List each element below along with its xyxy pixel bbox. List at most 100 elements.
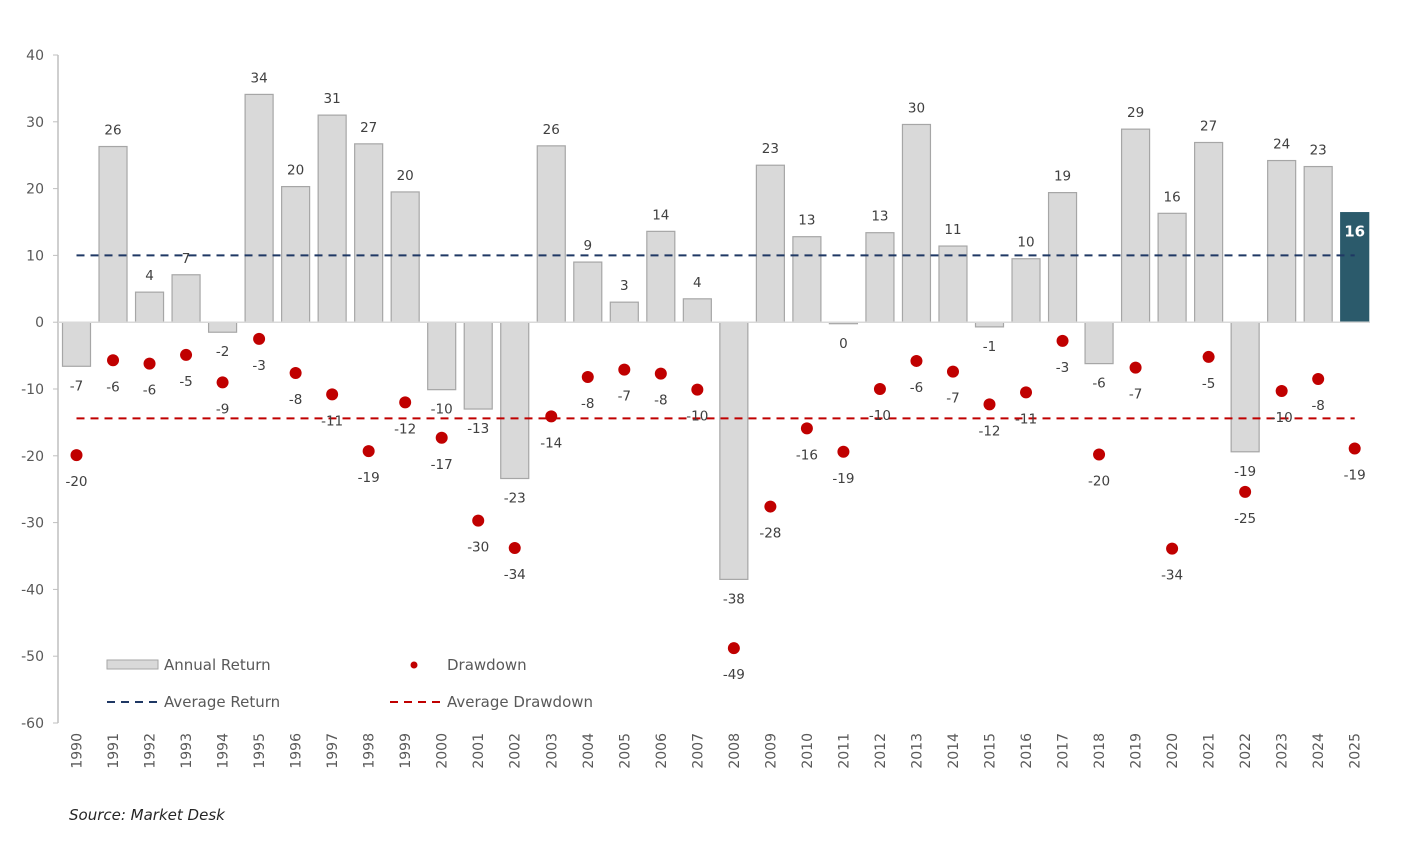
legend-label-annual-return: Annual Return <box>164 656 271 674</box>
drawdown-point-1995 <box>253 332 266 345</box>
bar-value-label-1990: -7 <box>70 378 83 394</box>
drawdown-point-1997 <box>326 388 339 401</box>
bar-value-label-1997: 31 <box>324 91 341 107</box>
bar-1997 <box>317 114 347 323</box>
drawdown-point-2007 <box>691 383 704 396</box>
drawdown-point-2003 <box>545 410 558 423</box>
x-tick-label: 1991 <box>106 733 122 769</box>
bar-2016 <box>1011 258 1041 323</box>
bar-value-label-2024: 23 <box>1310 143 1327 159</box>
drawdown-value-label-2010: -16 <box>796 447 818 463</box>
y-tick-label: 0 <box>35 315 44 331</box>
y-tick-label: -20 <box>21 449 44 465</box>
x-tick-label: 2001 <box>471 733 487 769</box>
bar-2013 <box>901 123 932 323</box>
bar-value-label-2013: 30 <box>908 100 925 116</box>
drawdown-value-label-2011: -19 <box>832 471 854 487</box>
x-tick-label: 2000 <box>435 733 451 769</box>
drawdown-value-label-2017: -3 <box>1056 360 1069 376</box>
bar-1998 <box>354 143 384 323</box>
drawdown-point-2005 <box>618 363 631 376</box>
bar-value-label-1996: 20 <box>287 163 304 179</box>
x-tick-label: 1996 <box>289 733 305 769</box>
drawdown-value-label-2019: -7 <box>1129 387 1142 403</box>
drawdown-point-2013 <box>910 354 923 367</box>
points-drawdown <box>70 332 1361 655</box>
bar-2007 <box>682 298 712 323</box>
x-tick-label: 2020 <box>1165 733 1181 769</box>
bar-value-label-1999: 20 <box>397 168 414 184</box>
drawdown-value-label-1995: -3 <box>252 358 265 374</box>
bar-1999 <box>390 191 420 323</box>
bar-2019 <box>1120 128 1151 323</box>
drawdown-point-2012 <box>873 383 886 395</box>
drawdown-point-2004 <box>581 370 594 383</box>
bar-value-label-2001: -13 <box>467 421 489 437</box>
y-tick-label: 10 <box>26 248 44 264</box>
drawdown-value-label-2020: -34 <box>1161 568 1183 584</box>
x-tick-label: 2024 <box>1311 733 1327 769</box>
drawdown-value-label-2025: -19 <box>1344 467 1366 483</box>
bar-value-label-2020: 16 <box>1164 189 1181 205</box>
bar-2012 <box>865 232 895 323</box>
drawdown-point-2021 <box>1202 350 1215 363</box>
drawdown-point-2000 <box>435 431 448 444</box>
x-tick-label: 1994 <box>216 733 232 769</box>
drawdown-point-2011 <box>837 445 850 458</box>
drawdown-point-1996 <box>289 366 302 379</box>
x-tick-label: 2010 <box>800 733 816 769</box>
bar-value-label-2005: 3 <box>620 278 629 294</box>
y-tick-label: -60 <box>21 716 44 732</box>
bar-2002 <box>500 321 530 480</box>
bar-2017 <box>1047 192 1078 323</box>
bar-1992 <box>134 291 165 323</box>
legend-label-drawdown: Drawdown <box>447 656 527 674</box>
drawdown-value-label-2023: -10 <box>1271 410 1293 426</box>
drawdown-point-2001 <box>472 514 485 527</box>
bar-value-label-2011: 0 <box>839 336 848 352</box>
bar-2024 <box>1303 165 1333 323</box>
drawdown-point-1999 <box>399 396 412 409</box>
legend-swatch-annual-return <box>106 659 159 670</box>
bar-value-label-2016: 10 <box>1017 235 1034 251</box>
bar-value-label-2019: 29 <box>1127 105 1144 121</box>
drawdown-value-label-1993: -5 <box>179 374 192 390</box>
legend-swatch-drawdown <box>410 661 418 669</box>
bar-value-label-2023: 24 <box>1273 137 1290 153</box>
legend-label-average-drawdown: Average Drawdown <box>447 693 593 711</box>
drawdown-value-label-2021: -5 <box>1202 376 1215 392</box>
drawdown-value-label-2002: -34 <box>504 567 526 583</box>
bar-value-label-2010: 13 <box>798 213 815 229</box>
drawdown-value-label-2014: -7 <box>946 391 959 407</box>
bar-value-label-2015: -1 <box>983 339 996 355</box>
drawdown-point-2010 <box>800 422 813 435</box>
bar-value-label-1991: 26 <box>104 123 121 139</box>
bar-value-label-1998: 27 <box>360 120 377 136</box>
bar-value-label-2000: -10 <box>431 402 453 418</box>
drawdown-value-label-1997: -11 <box>321 413 343 429</box>
bar-2022 <box>1230 321 1260 453</box>
drawdown-point-2008 <box>727 642 740 655</box>
x-tick-label: 1998 <box>362 733 378 769</box>
x-axis: 1990 1991 1992 1993 1994 1995 1996 1997 1998 1999… <box>70 733 1364 769</box>
x-tick-label: 2006 <box>654 733 670 769</box>
legend-label-average-return: Average Return <box>164 693 280 711</box>
bar-2018 <box>1084 321 1114 365</box>
x-tick-label: 2025 <box>1348 733 1364 769</box>
x-tick-label: 2014 <box>946 733 962 769</box>
drawdown-value-label-2003: -14 <box>540 435 562 451</box>
bar-2004 <box>573 261 603 323</box>
bar-value-label-2018: -6 <box>1092 376 1105 392</box>
drawdown-value-label-2016: -11 <box>1015 411 1037 427</box>
bar-2000 <box>427 321 457 391</box>
x-tick-label: 2021 <box>1202 733 1218 769</box>
data-labels: -72647-23420312720-10-13-232693144-38231… <box>65 70 1365 683</box>
x-tick-label: 2016 <box>1019 733 1035 769</box>
drawdown-value-label-2007: -10 <box>686 409 708 425</box>
drawdown-value-label-2001: -30 <box>467 540 489 556</box>
drawdown-value-label-1994: -9 <box>216 401 229 417</box>
x-tick-label: 2013 <box>909 733 925 769</box>
bar-value-label-2004: 9 <box>583 238 592 254</box>
drawdown-point-1991 <box>107 354 120 367</box>
drawdown-value-label-1992: -6 <box>143 383 156 399</box>
